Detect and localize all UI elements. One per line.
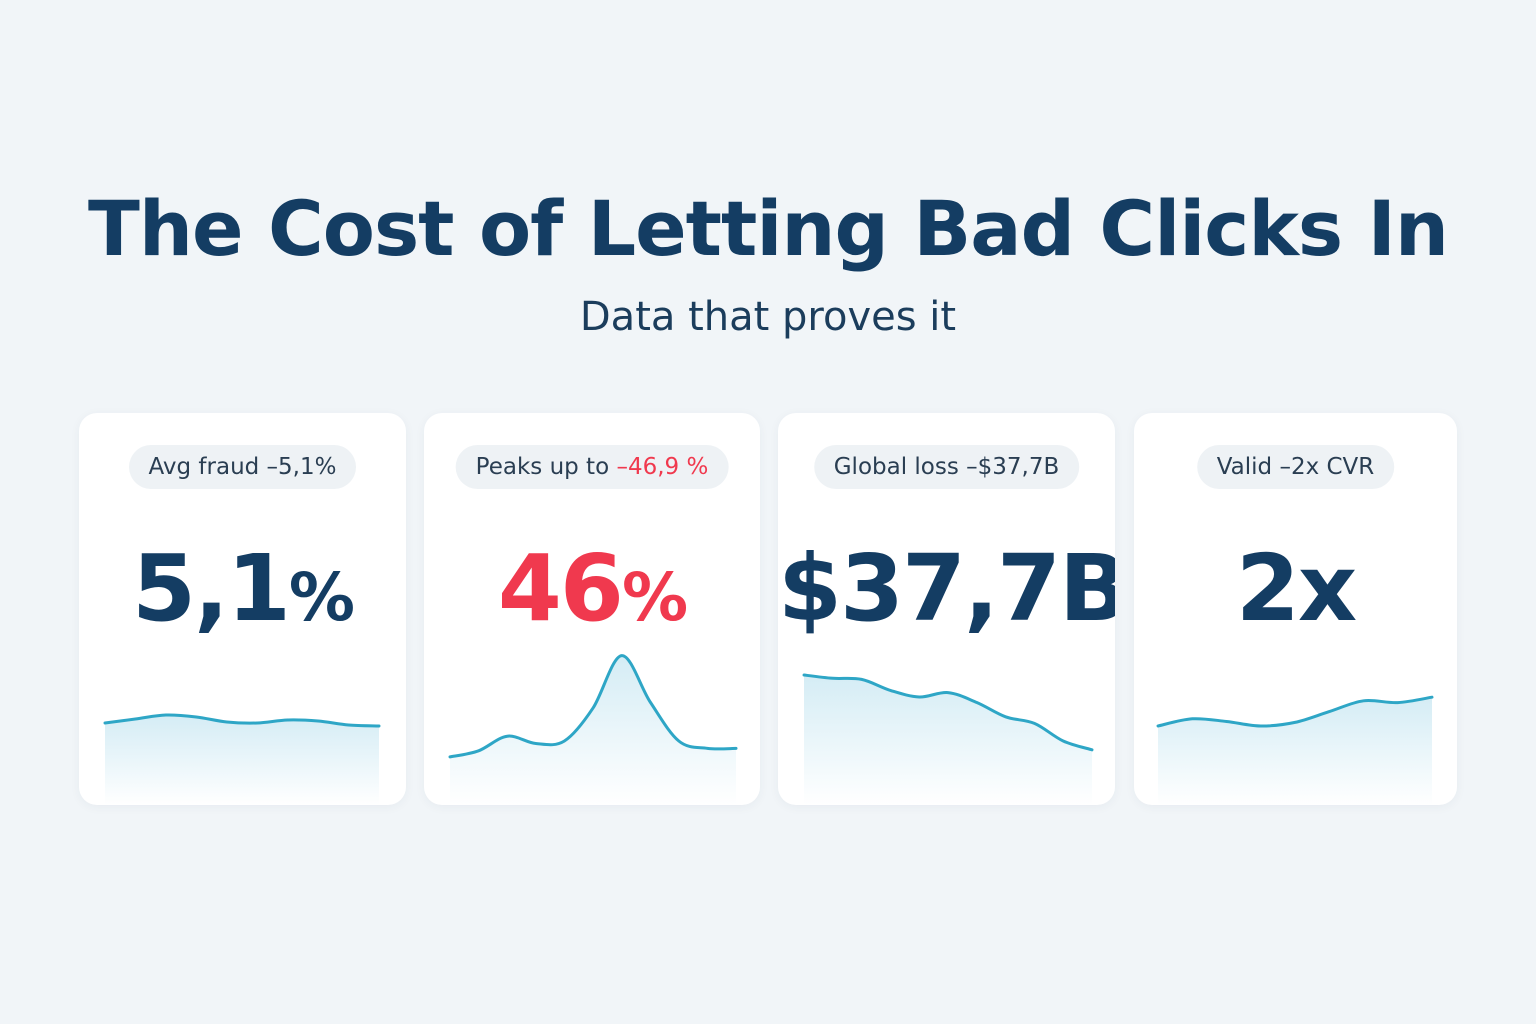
sparkline-area bbox=[450, 655, 736, 805]
sparkline-chart bbox=[1156, 695, 1434, 805]
stat-value-number: 46 bbox=[497, 535, 624, 642]
sparkline-line bbox=[103, 713, 381, 728]
pill-text: Avg fraud –5,1% bbox=[148, 454, 337, 480]
sparkline-area bbox=[1158, 697, 1432, 805]
sparkline-chart bbox=[448, 654, 738, 805]
sparkline-chart bbox=[103, 713, 381, 805]
stat-value-number: $37,7B bbox=[778, 535, 1115, 642]
stat-card-valid-cvr: Valid –2x CVR 2x bbox=[1134, 413, 1457, 805]
page-subtitle: Data that proves it bbox=[579, 294, 957, 340]
sparkline-line bbox=[448, 654, 738, 759]
sparkline-line bbox=[1156, 695, 1434, 728]
pill-text: Global loss –$37,7B bbox=[833, 454, 1060, 480]
pill-text: Peaks up to bbox=[475, 454, 617, 480]
pill-text: Valid –2x CVR bbox=[1216, 454, 1375, 480]
sparkline-area bbox=[804, 675, 1092, 805]
stat-pill: Global loss –$37,7B bbox=[813, 445, 1080, 489]
stat-value-unit: % bbox=[288, 559, 355, 636]
pill-highlight: –46,9 % bbox=[616, 454, 709, 480]
stat-card-global-loss: Global loss –$37,7B $37,7B bbox=[778, 413, 1115, 805]
stat-card-peak-fraud: Peaks up to –46,9 % 46% bbox=[424, 413, 760, 805]
sparkline-chart bbox=[802, 673, 1094, 805]
stat-value-unit: % bbox=[621, 559, 688, 636]
stat-pill: Peaks up to –46,9 % bbox=[455, 445, 729, 489]
stat-value-number: 2x bbox=[1235, 535, 1357, 642]
sparkline-area bbox=[105, 714, 379, 805]
stat-value: $37,7B bbox=[778, 535, 1115, 642]
stat-value: 46% bbox=[424, 535, 760, 642]
stat-value: 2x bbox=[1134, 535, 1457, 642]
stat-value-number: 5,1 bbox=[131, 535, 291, 642]
stat-value: 5,1% bbox=[79, 535, 406, 642]
sparkline-line bbox=[802, 673, 1094, 752]
page-title: The Cost of Letting Bad Clicks In bbox=[88, 184, 1449, 273]
stat-card-avg-fraud: Avg fraud –5,1% 5,1% bbox=[79, 413, 406, 805]
stat-pill: Valid –2x CVR bbox=[1196, 445, 1395, 489]
stat-pill: Avg fraud –5,1% bbox=[128, 445, 357, 489]
